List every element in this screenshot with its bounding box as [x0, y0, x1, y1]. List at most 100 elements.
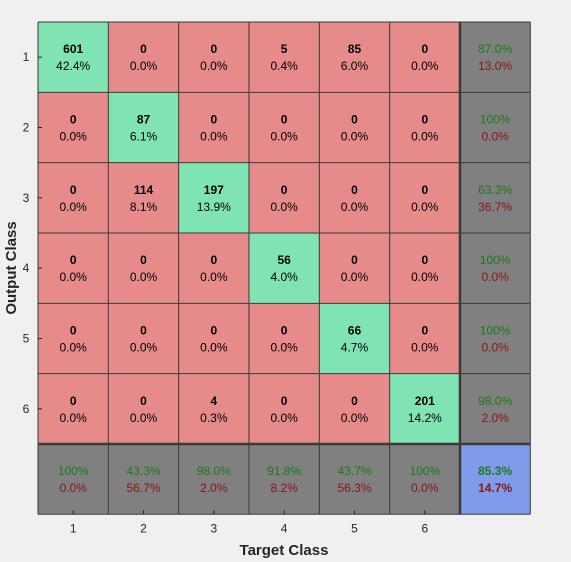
matrix-cell-incorrect: [178, 232, 249, 304]
matrix-cell-correct: [389, 373, 460, 444]
cell-count: 0: [281, 394, 288, 408]
cell-percent: 6.0%: [341, 59, 369, 73]
row-precision: 100%: [480, 323, 511, 337]
overall-accuracy-cell: [459, 443, 531, 515]
row-summary-cell: [459, 162, 531, 233]
matrix-cell-incorrect: [389, 162, 460, 233]
matrix-cell-incorrect: [178, 92, 249, 163]
row-precision: 98.0%: [478, 394, 512, 408]
cell-count: 0: [140, 323, 147, 337]
cell-count: 0: [140, 42, 147, 56]
row-summary-cell: [459, 22, 531, 93]
column-recall: 43.3%: [126, 464, 160, 478]
cell-percent: 0.0%: [411, 200, 439, 214]
cell-count: 601: [63, 42, 83, 56]
cell-percent: 0.0%: [411, 340, 439, 354]
row-error-rate: 13.0%: [478, 59, 512, 73]
cell-percent: 0.0%: [270, 129, 298, 143]
cell-count: 0: [140, 394, 147, 408]
y-axis-label: Output Class: [3, 221, 20, 314]
cell-count: 0: [210, 42, 217, 56]
cell-count: 114: [134, 183, 154, 197]
row-precision: 100%: [480, 253, 511, 267]
row-error-rate: 0.0%: [481, 129, 509, 143]
cell-count: 0: [421, 112, 428, 126]
matrix-cell-incorrect: [108, 232, 179, 304]
cell-percent: 13.9%: [197, 200, 231, 214]
cell-count: 56: [277, 253, 291, 267]
cell-percent: 0.0%: [341, 270, 369, 284]
column-recall: 43.7%: [337, 464, 371, 478]
cell-count: 4: [210, 394, 217, 408]
cell-count: 0: [281, 323, 288, 337]
cell-percent: 0.0%: [130, 59, 158, 73]
y-tick-label: 5: [23, 331, 30, 345]
x-tick-label: 2: [140, 521, 147, 535]
matrix-cell-incorrect: [248, 373, 320, 444]
row-summary-cell: [459, 232, 531, 304]
cell-percent: 0.4%: [270, 59, 298, 73]
matrix-cell-incorrect: [108, 373, 179, 444]
matrix-cell-incorrect: [108, 22, 179, 93]
matrix-cell-incorrect: [38, 373, 109, 444]
column-miss-rate: 2.0%: [200, 481, 228, 495]
column-summary-cell: [319, 443, 390, 515]
cell-percent: 0.0%: [130, 270, 158, 284]
row-precision: 100%: [480, 112, 511, 126]
cell-percent: 14.2%: [408, 411, 442, 425]
cell-percent: 0.0%: [130, 340, 158, 354]
column-miss-rate: 56.7%: [126, 481, 160, 495]
y-tick-label: 4: [23, 261, 30, 275]
column-recall: 91.8%: [267, 464, 301, 478]
matrix-cell-incorrect: [319, 232, 390, 304]
column-miss-rate: 56.3%: [337, 481, 371, 495]
matrix-cell-incorrect: [319, 22, 390, 93]
matrix-cell-correct: [248, 232, 320, 304]
cell-percent: 0.0%: [200, 129, 228, 143]
matrix-cell-incorrect: [319, 373, 390, 444]
row-precision: 87.0%: [478, 42, 512, 56]
column-summary-cell: [389, 443, 460, 515]
cell-percent: 0.0%: [130, 411, 158, 425]
column-miss-rate: 8.2%: [270, 481, 298, 495]
cell-percent: 0.0%: [59, 200, 87, 214]
x-axis-label: Target Class: [240, 542, 329, 559]
column-recall: 98.0%: [197, 464, 231, 478]
matrix-cell-incorrect: [248, 162, 320, 233]
cell-count: 0: [421, 183, 428, 197]
cell-percent: 0.0%: [270, 340, 298, 354]
row-precision: 63.3%: [478, 183, 512, 197]
cell-percent: 0.0%: [59, 270, 87, 284]
cell-percent: 0.0%: [341, 129, 369, 143]
cell-percent: 0.0%: [341, 200, 369, 214]
column-summary-cell: [248, 443, 320, 515]
cell-count: 87: [137, 112, 151, 126]
matrix-cell-incorrect: [389, 232, 460, 304]
overall-error: 14.7%: [478, 481, 512, 495]
column-summary-cell: [108, 443, 179, 515]
column-summary-cell: [178, 443, 249, 515]
cell-count: 0: [70, 394, 77, 408]
cell-percent: 0.0%: [59, 340, 87, 354]
matrix-cell-incorrect: [108, 303, 179, 374]
cell-percent: 0.0%: [59, 411, 87, 425]
matrix-cell-correct: [38, 22, 109, 93]
matrix-cell-incorrect: [248, 92, 320, 163]
cell-percent: 6.1%: [130, 129, 158, 143]
matrix-cell-correct: [319, 303, 390, 374]
cell-count: 0: [281, 112, 288, 126]
cell-percent: 0.0%: [341, 411, 369, 425]
cell-count: 197: [204, 183, 224, 197]
cell-percent: 0.0%: [411, 270, 439, 284]
cell-percent: 0.0%: [200, 340, 228, 354]
cell-percent: 0.0%: [200, 59, 228, 73]
column-summary-cell: [38, 443, 109, 515]
cell-count: 85: [348, 42, 362, 56]
cell-count: 0: [281, 183, 288, 197]
cell-count: 0: [351, 112, 358, 126]
matrix-cell-incorrect: [38, 162, 109, 233]
matrix-cell-correct: [178, 162, 249, 233]
matrix-cell-correct: [108, 92, 179, 163]
